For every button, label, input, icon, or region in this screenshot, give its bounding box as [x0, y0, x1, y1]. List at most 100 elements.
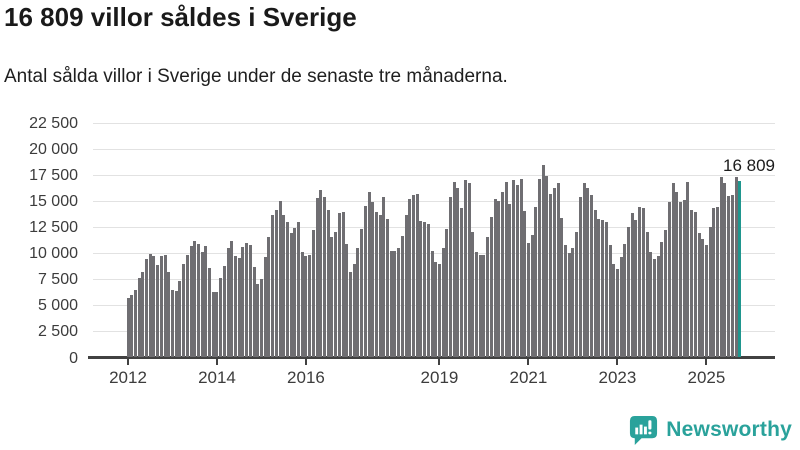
bar	[545, 175, 549, 357]
x-axis-label: 2021	[509, 368, 548, 387]
bar	[656, 255, 660, 357]
bar	[174, 291, 178, 357]
bar	[504, 181, 508, 357]
logo-bar-1	[635, 427, 639, 435]
bar	[208, 268, 212, 357]
bar	[130, 295, 134, 357]
bar	[693, 211, 697, 357]
bar	[274, 209, 278, 357]
bar	[567, 253, 571, 357]
x-axis-tick	[527, 359, 530, 365]
bar	[690, 210, 694, 357]
bar	[664, 230, 668, 357]
logo-text: Newsworthy	[666, 417, 792, 441]
bar	[719, 177, 723, 357]
bar	[193, 241, 197, 357]
bar	[430, 250, 434, 357]
bar	[645, 231, 649, 357]
gridline	[93, 331, 775, 333]
bar	[619, 256, 623, 357]
bar	[259, 278, 263, 357]
y-axis-label: 12 500	[29, 218, 78, 236]
x-axis-tick	[438, 359, 441, 365]
bar	[300, 251, 304, 357]
logo-exclamation-bar	[648, 420, 652, 430]
bar	[653, 258, 656, 357]
bar	[156, 264, 160, 357]
y-axis-label: 2 500	[37, 323, 78, 341]
bar	[159, 256, 163, 357]
x-axis-tick	[616, 359, 619, 365]
highlight-value-label: 16 809	[723, 156, 775, 175]
bar	[412, 194, 415, 357]
bar	[196, 244, 200, 357]
x-axis-label: 2016	[287, 368, 325, 387]
bar	[452, 181, 456, 357]
bar	[426, 224, 430, 357]
bar	[508, 203, 512, 357]
bar	[345, 243, 349, 357]
x-axis-label: 2014	[198, 368, 236, 387]
bar	[704, 245, 708, 357]
bar	[623, 243, 627, 357]
bar	[304, 255, 308, 357]
bar	[627, 227, 631, 357]
chart-subtitle: Antal sålda villor i Sverige under de se…	[4, 66, 508, 87]
bar	[615, 268, 619, 357]
bar	[234, 255, 238, 357]
bar	[641, 208, 645, 357]
bar	[222, 266, 226, 357]
bar	[534, 206, 538, 357]
x-axis-tick	[215, 359, 218, 365]
bar	[267, 236, 271, 357]
bar	[167, 271, 171, 357]
bar	[593, 210, 597, 357]
bar	[449, 196, 453, 357]
y-axis-label: 0	[69, 349, 78, 367]
bar	[541, 164, 545, 357]
bar	[552, 188, 556, 357]
x-axis-tick	[304, 359, 307, 365]
bar	[389, 250, 393, 357]
gridline	[93, 148, 775, 150]
bar	[230, 241, 234, 357]
bar	[141, 272, 145, 357]
bar	[341, 211, 345, 357]
bar-chart: 0 2 500 5 000 7 500 10 000 12 500 15 000 17 500…	[0, 115, 800, 395]
bar	[189, 246, 193, 357]
logo-bar-2	[639, 424, 643, 435]
y-axis-label: 15 000	[29, 192, 78, 210]
bar	[589, 195, 593, 357]
x-axis-tick	[705, 359, 708, 365]
bar	[697, 233, 701, 357]
bar	[319, 189, 323, 357]
bar	[578, 196, 582, 357]
y-axis-label: 20 000	[29, 140, 78, 158]
bar	[371, 201, 375, 357]
bar	[575, 231, 579, 357]
bar	[323, 196, 326, 357]
gridline	[93, 305, 775, 307]
bar	[170, 290, 174, 357]
bar	[523, 210, 527, 357]
bar	[437, 263, 441, 357]
bar	[512, 180, 516, 357]
bar	[315, 198, 319, 357]
bar	[382, 197, 386, 357]
bar	[460, 208, 464, 357]
bar	[556, 182, 560, 357]
bar	[597, 218, 601, 357]
bar	[675, 191, 679, 357]
bar	[226, 247, 230, 357]
bar	[408, 199, 412, 357]
bar	[356, 248, 360, 357]
bar	[723, 182, 727, 357]
bar	[500, 191, 504, 357]
bar	[423, 221, 427, 357]
bar	[415, 193, 419, 357]
bar	[441, 248, 445, 357]
bar	[475, 252, 479, 357]
bar	[334, 231, 338, 357]
bar	[497, 201, 501, 357]
